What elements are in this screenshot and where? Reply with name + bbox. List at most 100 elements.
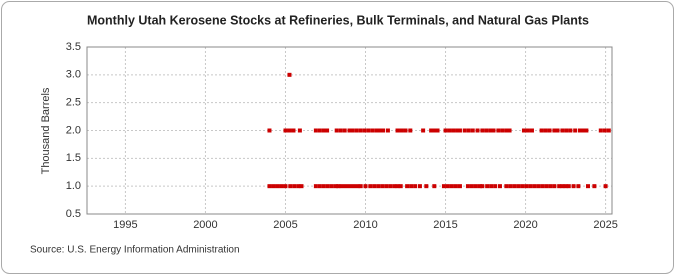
point [520, 184, 525, 189]
point [363, 184, 368, 189]
point [528, 184, 533, 189]
point [325, 128, 330, 133]
point [417, 184, 422, 189]
point [279, 184, 284, 189]
point [297, 128, 302, 133]
point [485, 184, 490, 189]
point [512, 184, 517, 189]
point [525, 128, 530, 133]
point [275, 184, 280, 189]
point [283, 184, 288, 189]
y-axis-label: Thousand Barrels [40, 87, 52, 174]
point [299, 184, 304, 189]
point [333, 184, 338, 189]
point [547, 128, 552, 133]
x-tick-label: 2020 [513, 219, 537, 231]
point [552, 184, 557, 189]
point [477, 184, 482, 189]
point [395, 128, 400, 133]
point [536, 184, 541, 189]
point [409, 184, 414, 189]
point [377, 128, 382, 133]
point [338, 128, 343, 133]
y-tick-label: 0.5 [66, 208, 81, 220]
point [469, 184, 474, 189]
point [451, 128, 456, 133]
point [493, 184, 498, 189]
source-note: Source: U.S. Energy Information Administ… [30, 245, 240, 256]
point [347, 128, 352, 133]
point [568, 128, 573, 133]
point [334, 128, 339, 133]
point [581, 128, 586, 133]
point [489, 184, 494, 189]
point [385, 128, 390, 133]
point [484, 128, 489, 133]
point [465, 184, 470, 189]
point [403, 128, 408, 133]
point [354, 128, 359, 133]
x-tick-label: 2025 [593, 219, 617, 231]
point [543, 128, 548, 133]
point [560, 184, 565, 189]
point [362, 128, 367, 133]
point [457, 128, 462, 133]
point [497, 184, 502, 189]
point [496, 128, 501, 133]
point [313, 184, 318, 189]
point [548, 184, 553, 189]
point [555, 128, 560, 133]
point [544, 184, 549, 189]
point [271, 184, 276, 189]
point [399, 128, 404, 133]
point [475, 128, 480, 133]
point [421, 128, 426, 133]
point [376, 184, 381, 189]
point [443, 128, 448, 133]
point [398, 184, 403, 189]
y-tick-label: 3.5 [66, 41, 81, 53]
y-tick-label: 3.0 [66, 69, 81, 81]
point [529, 128, 534, 133]
point [317, 128, 322, 133]
point [351, 184, 356, 189]
point [405, 184, 410, 189]
point [566, 184, 571, 189]
point [392, 184, 397, 189]
point [432, 184, 437, 189]
point [447, 128, 452, 133]
y-tick-label: 2.0 [66, 124, 81, 136]
point [384, 184, 389, 189]
point [388, 184, 393, 189]
point [313, 128, 318, 133]
point [445, 184, 450, 189]
point [584, 128, 589, 133]
point [413, 184, 418, 189]
point [424, 184, 429, 189]
point [504, 128, 509, 133]
point [602, 128, 607, 133]
point [507, 128, 512, 133]
point [573, 128, 578, 133]
point [358, 128, 363, 133]
point [329, 184, 334, 189]
point [480, 128, 485, 133]
y-tick-label: 2.5 [66, 97, 81, 109]
point [287, 128, 292, 133]
point [557, 184, 562, 189]
point [358, 184, 363, 189]
x-tick-label: 2015 [433, 219, 457, 231]
point [380, 184, 385, 189]
point [457, 184, 462, 189]
point [336, 184, 341, 189]
point [453, 184, 458, 189]
point [325, 184, 330, 189]
point [508, 184, 513, 189]
point [287, 72, 292, 77]
point [585, 184, 590, 189]
point [321, 184, 326, 189]
y-tick-label: 1.5 [66, 152, 81, 164]
point [473, 184, 478, 189]
